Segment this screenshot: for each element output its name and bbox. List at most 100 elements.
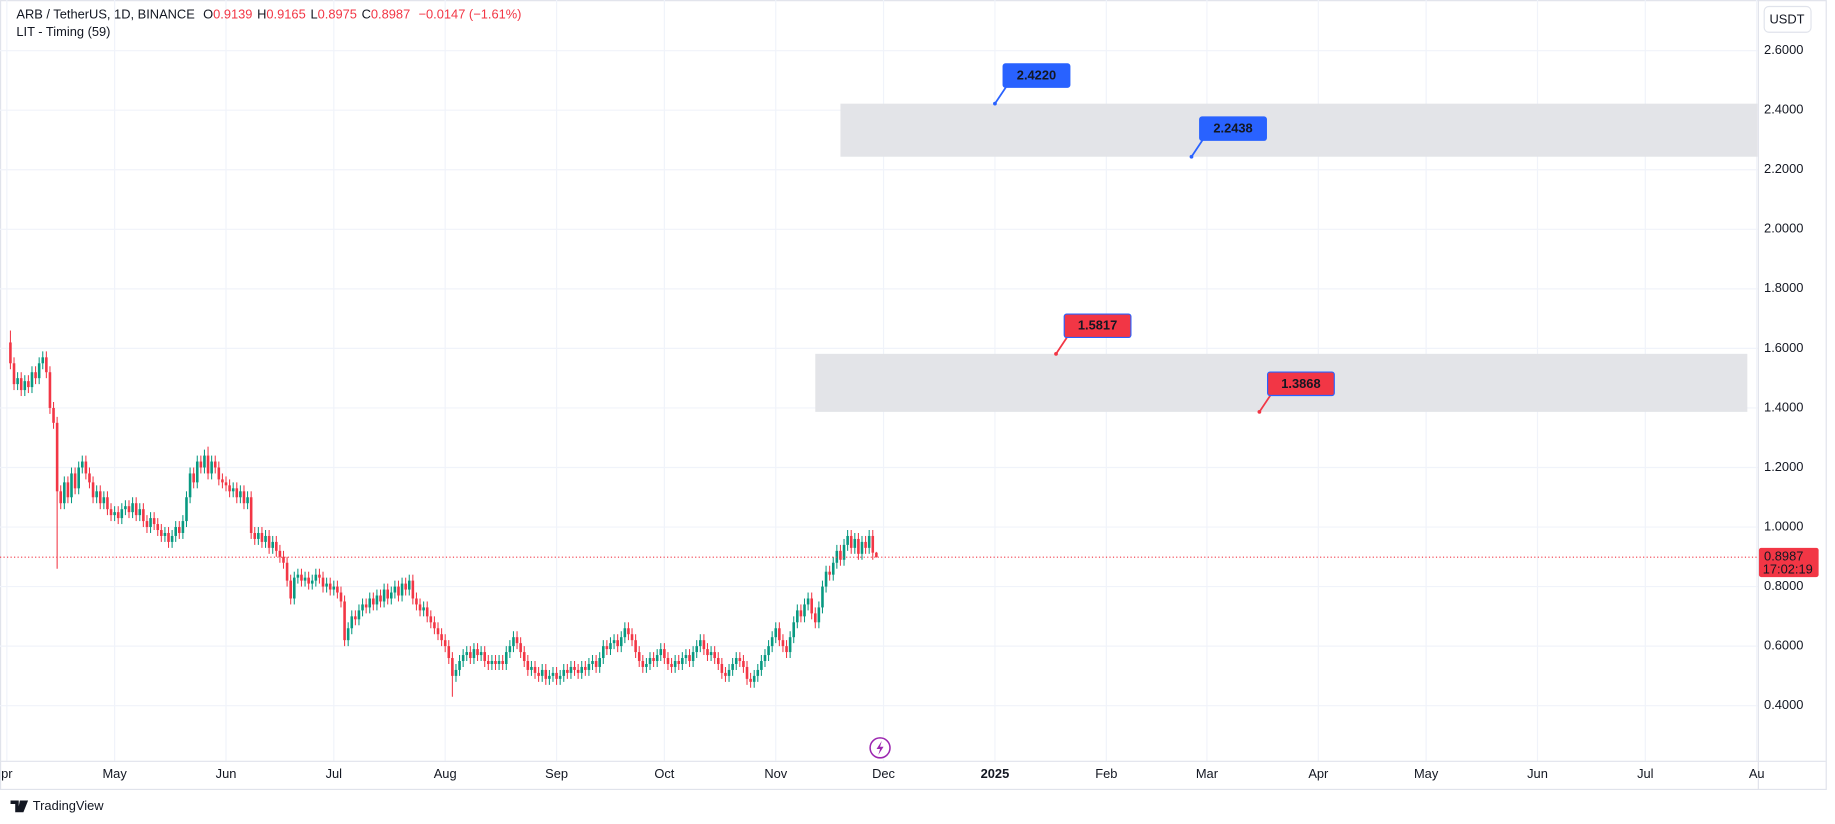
candle-body xyxy=(774,628,778,638)
candle-body xyxy=(357,610,361,620)
candle-body xyxy=(163,532,167,536)
x-tick-label: Jul xyxy=(1637,766,1653,781)
candle-body xyxy=(846,535,849,545)
candle-body xyxy=(497,661,501,664)
candle-body xyxy=(134,503,138,516)
candle-body xyxy=(652,658,655,662)
ohlc-key: L xyxy=(310,7,317,22)
candle-body xyxy=(627,628,630,635)
candle-body xyxy=(91,482,95,498)
zone-label-box xyxy=(1063,313,1132,339)
candle-body xyxy=(612,640,616,644)
candle-body xyxy=(425,607,429,617)
candle-body xyxy=(641,661,645,667)
candle-body xyxy=(213,461,217,468)
zone-label: 2.2438 xyxy=(1213,121,1252,136)
candle-body xyxy=(296,574,300,578)
candle-body xyxy=(52,407,55,423)
candle-body xyxy=(95,491,98,498)
candle-body xyxy=(691,652,695,662)
candle-body xyxy=(501,661,504,664)
candle-body xyxy=(487,661,490,664)
candle-body xyxy=(253,532,257,539)
candle-body xyxy=(185,497,188,522)
candle-body xyxy=(569,666,573,673)
candle-body xyxy=(799,610,803,617)
x-tick-label: Jun xyxy=(216,766,237,781)
candle-body xyxy=(530,666,533,670)
candle-body xyxy=(666,658,670,664)
candle-body xyxy=(738,658,742,662)
candle-body xyxy=(249,497,253,533)
candle-body xyxy=(382,589,386,602)
candle-body xyxy=(361,604,364,611)
candle-body xyxy=(397,586,400,596)
candle-body xyxy=(522,652,526,662)
zone-label-anchor xyxy=(993,101,997,106)
candle-body xyxy=(469,652,472,659)
candle-body xyxy=(379,595,382,602)
candle-body xyxy=(310,580,314,584)
candle-body xyxy=(781,640,785,647)
candle-body xyxy=(393,586,397,593)
candle-body xyxy=(673,661,677,667)
candle-body xyxy=(476,649,479,656)
header: ARB / TetherUS, 1D, BINANCE O0.9139 H0.91… xyxy=(16,7,521,22)
currency-label[interactable]: USDT xyxy=(1770,11,1805,26)
candle-body xyxy=(404,583,407,590)
candle-body xyxy=(713,652,716,659)
candle-body xyxy=(821,586,824,608)
candle-body xyxy=(45,357,48,373)
candle-body xyxy=(328,583,332,590)
candle-body xyxy=(616,640,619,647)
candle-body xyxy=(278,550,282,557)
zone-label-anchor xyxy=(1257,409,1262,414)
candle-body xyxy=(637,652,641,662)
candle-body xyxy=(756,669,760,676)
candle-body xyxy=(167,532,170,542)
candle-body xyxy=(451,658,454,676)
candle-body xyxy=(519,643,522,653)
axes: 0.4000 0.6000 0.8000 1.0000 1.2000 1.4000 1.60… xyxy=(1,42,1819,781)
ohlc-value: 0.8987 xyxy=(371,7,410,22)
x-tick-label: Apr xyxy=(1308,766,1329,781)
ohlc-key: O xyxy=(203,7,213,22)
candle-body xyxy=(598,658,601,667)
candle-body xyxy=(34,372,37,379)
candle-body xyxy=(98,491,102,504)
brand: TradingView xyxy=(10,798,104,813)
candle-body xyxy=(645,663,648,667)
candle-body xyxy=(792,622,796,638)
candle-body xyxy=(677,661,681,664)
candle-body xyxy=(461,655,465,662)
events-icon[interactable] xyxy=(869,737,891,759)
x-tick-label: Au xyxy=(1749,766,1765,781)
candle-body xyxy=(386,589,389,599)
candle-body xyxy=(199,461,203,468)
candle-body xyxy=(734,658,738,664)
candle-body xyxy=(817,607,821,623)
candle-body xyxy=(763,655,767,662)
candle-body xyxy=(300,574,303,581)
candle-body xyxy=(350,616,354,629)
y-tick-label: 0.4000 xyxy=(1764,697,1803,712)
candle-body xyxy=(289,580,292,599)
candle-body xyxy=(314,574,318,581)
candle-body xyxy=(336,586,339,593)
candle-body xyxy=(458,661,461,670)
x-tick-label: pr xyxy=(1,766,13,781)
candle-body xyxy=(688,655,691,662)
candle-body xyxy=(562,669,566,676)
countdown-label: 17:02:19 xyxy=(1763,561,1813,576)
candle-body xyxy=(648,658,652,664)
currency-button[interactable] xyxy=(1763,5,1812,33)
y-tick-label: 0.8000 xyxy=(1764,578,1803,593)
candle-body xyxy=(206,455,210,474)
candle-body xyxy=(160,530,163,536)
candle-body xyxy=(346,628,350,641)
candle-body xyxy=(303,577,307,581)
candle-body xyxy=(433,622,436,629)
candle-body xyxy=(702,640,706,650)
candle-body xyxy=(109,509,113,516)
candle-body xyxy=(224,482,228,486)
